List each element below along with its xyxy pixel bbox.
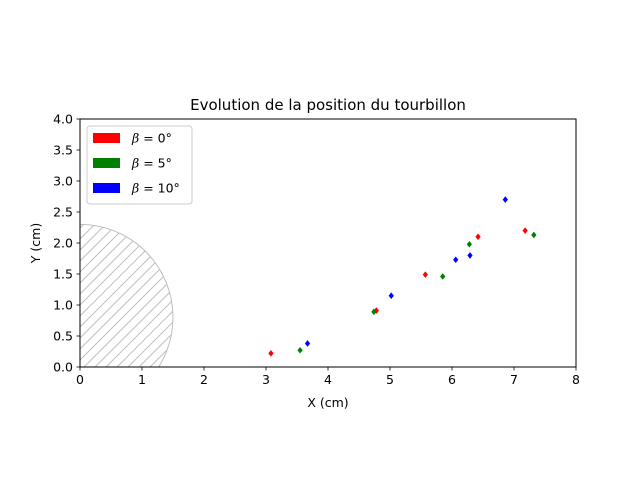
y-tick-label: 0.0	[53, 360, 73, 375]
data-point-series-0-0	[268, 350, 274, 357]
legend-label-text: = 5°	[139, 156, 172, 171]
y-axis: 0.0 0.5 1.0 1.5 2.0 2.5 3.0 3.5 4.0	[53, 112, 80, 375]
x-tick-label: 7	[510, 372, 518, 387]
x-tick-label: 6	[448, 372, 456, 387]
x-axis-label: X (cm)	[307, 395, 348, 410]
data-point-series-0-4	[522, 227, 528, 234]
data-point-series-2-2	[453, 256, 459, 264]
legend-swatch-2	[93, 183, 120, 193]
y-axis-label: Y (cm)	[28, 223, 43, 264]
legend-label-text: = 0°	[139, 131, 172, 146]
legend-label-2: β = 10°	[131, 181, 180, 196]
x-tick-label: 3	[262, 372, 270, 387]
y-tick-label: 0.5	[53, 329, 73, 344]
data-point-series-1-3	[466, 240, 472, 248]
data-point-series-1-4	[531, 231, 537, 239]
obstacle-circle	[80, 223, 174, 367]
data-point-series-2-3	[467, 252, 473, 259]
x-tick-label: 8	[572, 372, 580, 387]
data-point-series-1-0	[297, 346, 303, 354]
y-tick-label: 4.0	[53, 112, 73, 127]
data-point-series-0-2	[422, 271, 428, 278]
legend-swatch-1	[93, 158, 120, 168]
data-point-series-0-3	[475, 233, 481, 241]
legend-label-1: β = 5°	[131, 156, 172, 171]
legend-beta-symbol: β	[131, 131, 139, 146]
legend-beta-symbol: β	[131, 181, 139, 196]
x-tick-label: 1	[138, 372, 146, 387]
chart-title: Evolution de la position du tourbillon	[190, 96, 466, 114]
data-point-series-2-4	[502, 196, 508, 203]
legend-label-text: = 10°	[139, 181, 180, 196]
y-tick-label: 1.5	[53, 267, 73, 282]
y-tick-label: 2.0	[53, 236, 73, 251]
legend-swatch-0	[93, 133, 120, 143]
x-tick-label: 5	[386, 372, 394, 387]
x-tick-label: 4	[324, 372, 332, 387]
x-axis: 0 1 2 3 4 5 6 7 8	[76, 367, 580, 387]
data-point-series-1-1	[371, 308, 377, 316]
plot-area	[80, 196, 537, 367]
y-tick-label: 3.5	[53, 143, 73, 158]
data-point-series-1-2	[440, 273, 446, 280]
data-point-series-2-0	[304, 340, 311, 347]
legend: β = 0°β = 5°β = 10°	[86, 125, 193, 205]
x-tick-label: 2	[200, 372, 208, 387]
data-point-series-2-1	[388, 292, 394, 299]
legend-beta-symbol: β	[131, 156, 139, 171]
y-tick-label: 2.5	[53, 205, 73, 220]
legend-label-0: β = 0°	[131, 131, 172, 146]
y-tick-label: 3.0	[53, 174, 73, 189]
x-tick-label: 0	[76, 372, 84, 387]
y-tick-label: 1.0	[53, 298, 73, 313]
